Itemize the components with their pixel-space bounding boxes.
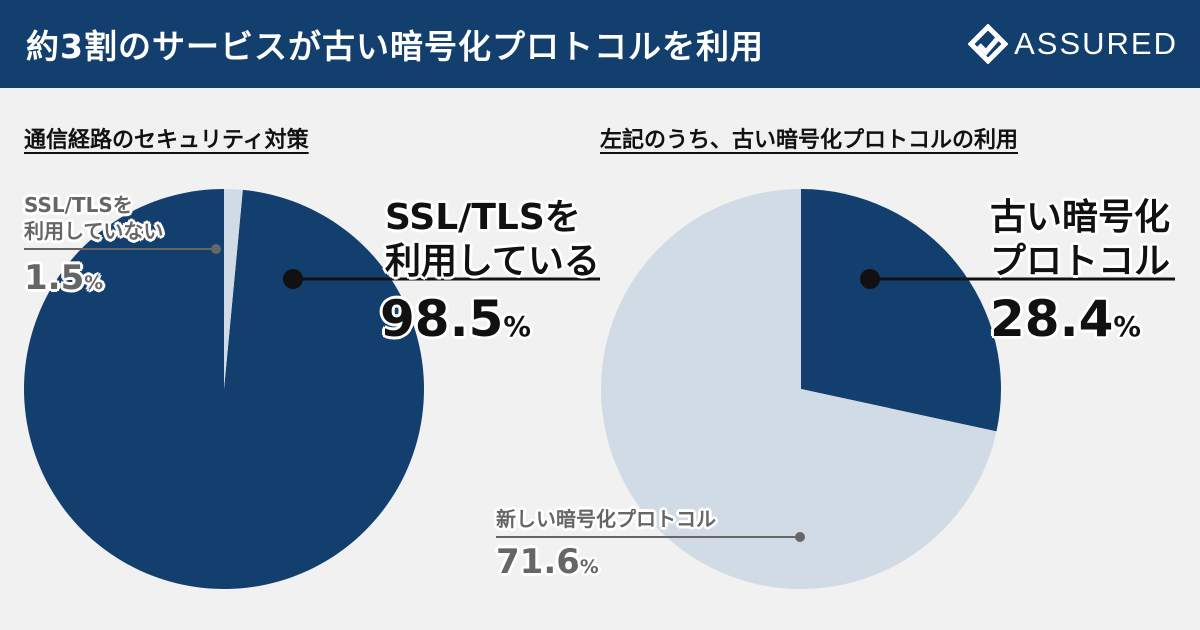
leader-ssl-used-dot <box>283 269 303 289</box>
slice-label-ssl-used: SSL/TLSを 利用している <box>385 196 600 284</box>
brand-logo: ASSURED <box>968 24 1178 64</box>
slice-value-ssl-unused: 1.5% <box>24 258 103 298</box>
assured-logo-icon <box>968 24 1009 64</box>
slice-label-new-protocol: 新しい暗号化プロトコル <box>496 506 716 532</box>
value-number: 98.5 <box>380 290 504 348</box>
value-unit: % <box>84 273 103 294</box>
pie-chart-right <box>601 189 1002 589</box>
pie-slice-new-protocol <box>601 189 997 589</box>
pie-slice-ssl-used <box>24 188 425 590</box>
slice-value-ssl-used: 98.5% <box>380 290 531 348</box>
chart-title-left: 通信経路のセキュリティ対策 <box>24 128 309 153</box>
slice-label-line: 利用している <box>385 241 600 282</box>
leader-lines <box>24 244 1175 542</box>
value-number: 28.4 <box>990 290 1114 348</box>
slice-label-ssl-unused: SSL/TLSを 利用していない <box>24 192 163 244</box>
value-number: 1.5 <box>24 258 85 298</box>
pie-chart-left <box>24 188 425 590</box>
slice-label-old-protocol: 古い暗号化 プロトコル <box>990 196 1170 284</box>
slice-label-line: プロトコル <box>990 241 1171 282</box>
chart-title-right: 左記のうち、古い暗号化プロトコルの利用 <box>600 128 1019 153</box>
value-number: 71.6 <box>496 542 580 582</box>
leader-new-protocol-dot <box>795 532 805 542</box>
slice-label-line: 利用していない <box>24 219 164 243</box>
leader-old-protocol-dot <box>860 269 880 289</box>
page-title: 約3割のサービスが古い暗号化プロトコルを利用 <box>26 27 764 66</box>
value-unit: % <box>579 557 599 578</box>
brand-name: ASSURED <box>1014 26 1178 61</box>
slice-value-old-protocol: 28.4% <box>990 290 1141 348</box>
slice-label-line: SSL/TLSを <box>24 193 133 217</box>
value-unit: % <box>503 311 531 343</box>
value-unit: % <box>1113 311 1141 343</box>
slice-label-line: SSL/TLSを <box>385 197 581 238</box>
slice-label-line: 新しい暗号化プロトコル <box>496 507 716 531</box>
slice-value-new-protocol: 71.6% <box>496 542 599 582</box>
header-bar: 約3割のサービスが古い暗号化プロトコルを利用 ASSURED <box>0 0 1200 88</box>
pie-slice-ssl-unused <box>224 189 243 389</box>
pie-slice-old-protocol <box>801 189 1002 432</box>
slice-label-line: 古い暗号化 <box>990 197 1171 238</box>
leader-ssl-unused-dot <box>211 244 221 254</box>
